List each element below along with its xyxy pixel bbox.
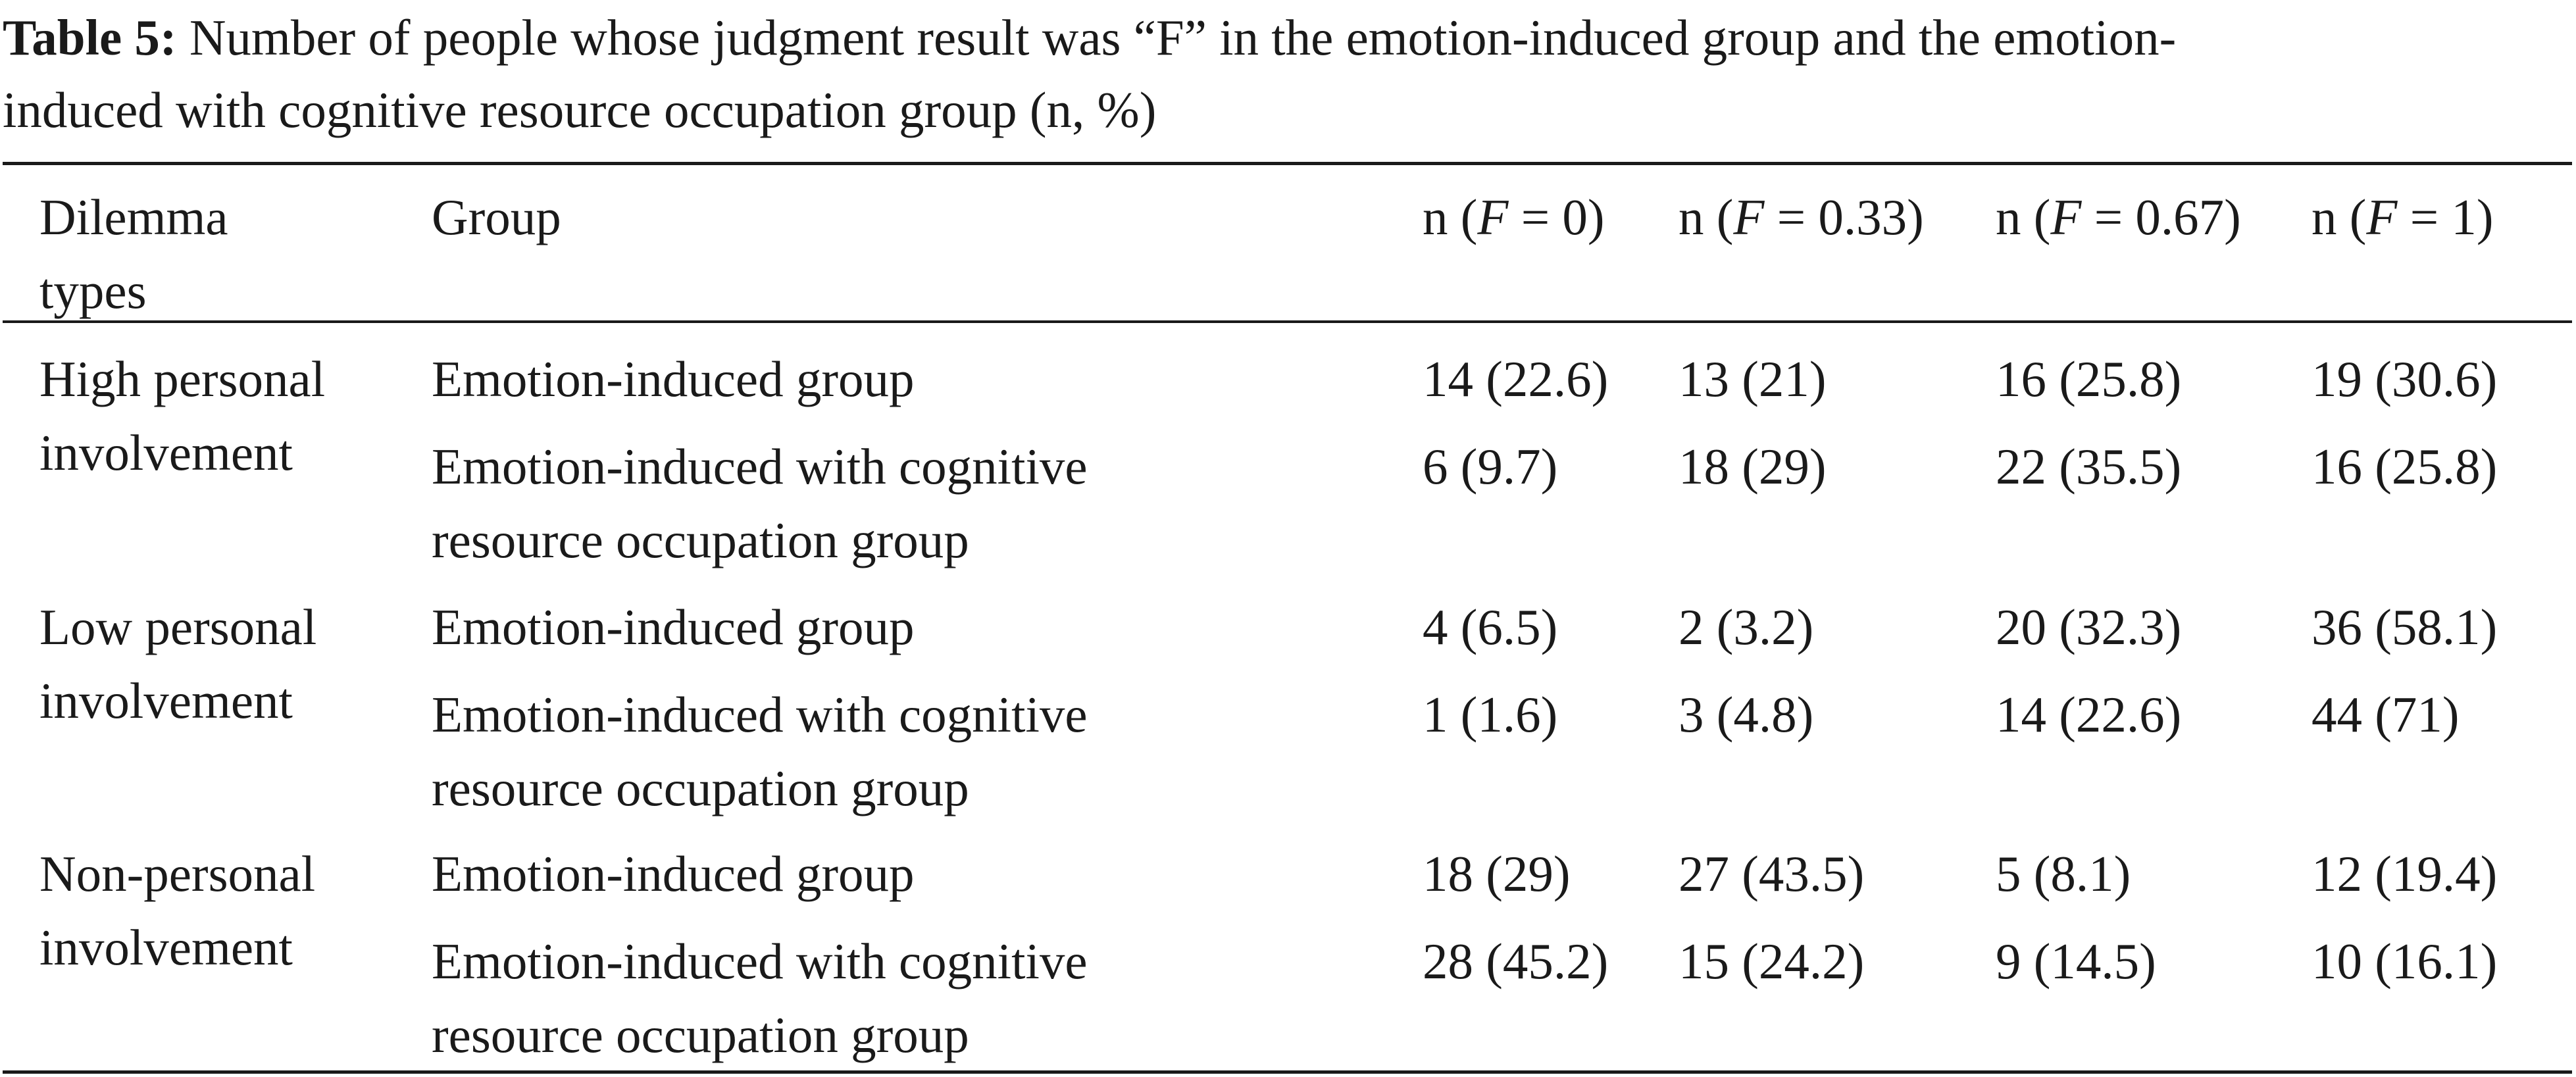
value-f033: 18 (29): [1679, 438, 1827, 495]
group-line2: resource occupation group: [432, 1007, 969, 1063]
dilemma-type-cell: High personal involvement: [39, 342, 325, 489]
table-bottom-rule: [3, 1070, 2572, 1074]
value-f033: 13 (21): [1679, 351, 1827, 407]
value-f1: 19 (30.6): [2311, 351, 2498, 407]
value-f1: 44 (71): [2311, 686, 2460, 743]
dilemma-type-line1: Low personal: [39, 599, 317, 655]
group-line2: resource occupation group: [432, 512, 969, 568]
value-f067: 20 (32.3): [1996, 599, 2182, 655]
caption-label: Table 5:: [3, 9, 177, 66]
header-f067-var: F: [2050, 189, 2082, 245]
value-f067: 14 (22.6): [1996, 686, 2182, 743]
header-f067: n (F = 0.67): [1996, 180, 2241, 254]
header-dilemma-line2: types: [39, 263, 147, 319]
dilemma-type-line2: involvement: [39, 919, 293, 976]
value-f1: 10 (16.1): [2311, 933, 2498, 989]
value-f0: 4 (6.5): [1423, 599, 1558, 655]
header-group: Group: [432, 189, 561, 245]
value-f0: 1 (1.6): [1423, 686, 1558, 743]
value-f033: 3 (4.8): [1679, 686, 1814, 743]
header-f1-post: = 1): [2397, 189, 2494, 245]
group-line1: Emotion-induced with cognitive: [432, 438, 1088, 495]
group-cell: Emotion-induced with cognitive resource …: [432, 678, 1088, 825]
header-f1-var: F: [2366, 189, 2398, 245]
dilemma-type-line1: High personal: [39, 351, 326, 407]
value-f067: 22 (35.5): [1996, 438, 2182, 495]
value-f033: 2 (3.2): [1679, 599, 1814, 655]
value-f0: 14 (22.6): [1423, 351, 1609, 407]
header-f0: n (F = 0): [1423, 180, 1605, 254]
table-header-rule: [3, 320, 2572, 323]
caption-text-line1: Number of people whose judgment result w…: [189, 9, 2177, 66]
header-f067-pre: n (: [1996, 189, 2051, 245]
header-dilemma-types: Dilemma types: [39, 180, 228, 328]
group-cell: Emotion-induced group: [432, 845, 915, 902]
value-f1: 12 (19.4): [2311, 845, 2498, 902]
group-cell: Emotion-induced group: [432, 351, 915, 407]
value-f067: 9 (14.5): [1996, 933, 2156, 989]
value-f0: 18 (29): [1423, 845, 1571, 902]
value-f067: 16 (25.8): [1996, 351, 2182, 407]
dilemma-type-line1: Non-personal: [39, 845, 316, 902]
header-dilemma-line1: Dilemma: [39, 189, 228, 245]
header-f0-post: = 0): [1508, 189, 1605, 245]
value-f033: 15 (24.2): [1679, 933, 1865, 989]
group-line2: resource occupation group: [432, 760, 969, 816]
value-f1: 16 (25.8): [2311, 438, 2498, 495]
dilemma-type-line2: involvement: [39, 672, 293, 729]
value-f033: 27 (43.5): [1679, 845, 1865, 902]
group-line1: Emotion-induced with cognitive: [432, 933, 1088, 989]
dilemma-type-cell: Non-personal involvement: [39, 837, 315, 984]
group-line1: Emotion-induced with cognitive: [432, 686, 1088, 743]
header-f1-pre: n (: [2311, 189, 2367, 245]
dilemma-type-cell: Low personal involvement: [39, 590, 316, 738]
header-f033-pre: n (: [1679, 189, 1734, 245]
caption-text-line2: induced with cognitive resource occupati…: [3, 82, 1157, 138]
value-f0: 6 (9.7): [1423, 438, 1558, 495]
header-f033-var: F: [1733, 189, 1765, 245]
header-f033: n (F = 0.33): [1679, 180, 1924, 254]
table-top-rule: [3, 162, 2572, 165]
dilemma-type-line2: involvement: [39, 424, 293, 481]
header-f033-post: = 0.33): [1764, 189, 1924, 245]
group-cell: Emotion-induced group: [432, 599, 915, 655]
header-f067-post: = 0.67): [2081, 189, 2241, 245]
group-cell: Emotion-induced with cognitive resource …: [432, 924, 1088, 1072]
value-f0: 28 (45.2): [1423, 933, 1609, 989]
header-f1: n (F = 1): [2311, 180, 2494, 254]
header-f0-pre: n (: [1423, 189, 1478, 245]
table-caption: Table 5: Number of people whose judgment…: [3, 1, 2572, 146]
group-cell: Emotion-induced with cognitive resource …: [432, 430, 1088, 577]
header-f0-var: F: [1477, 189, 1509, 245]
value-f1: 36 (58.1): [2311, 599, 2498, 655]
value-f067: 5 (8.1): [1996, 845, 2131, 902]
